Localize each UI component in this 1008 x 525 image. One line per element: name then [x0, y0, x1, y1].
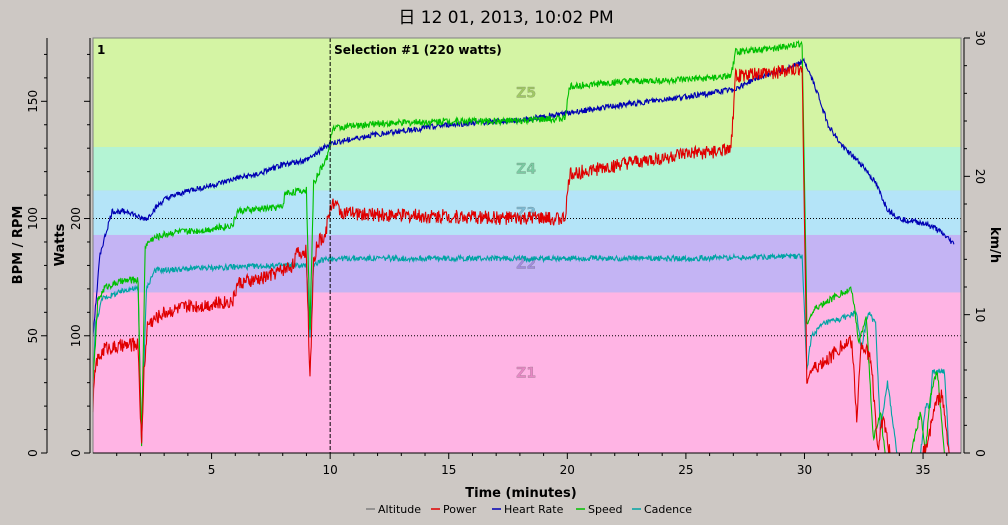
y-axis-title-bpm: BPM / RPM — [11, 206, 26, 285]
x-tick-label-20: 20 — [560, 463, 575, 477]
zone-label-z4: Z4 — [516, 162, 536, 178]
axes: 5 10 15 20 25 30 35 0 50 100 150 0 100 200 0 10 20 30 — [26, 30, 987, 477]
bpm-tick-label-50: 50 — [26, 328, 40, 343]
x-tick-label-30: 30 — [797, 463, 812, 477]
x-tick-label-10: 10 — [323, 463, 338, 477]
x-tick-label-5: 5 — [208, 463, 216, 477]
y-axis-title-kmh: km/h — [987, 227, 1002, 263]
legend-label-speed: Speed — [588, 503, 622, 516]
bpm-tick-label-150: 150 — [26, 90, 40, 113]
zone-band-z3 — [93, 190, 961, 235]
legend: Altitude Power Heart Rate Speed Cadence — [366, 503, 692, 516]
zone-label-z5: Z5 — [516, 86, 536, 102]
bpm-tick-label-0: 0 — [26, 449, 40, 457]
zone-band-z1 — [93, 292, 961, 453]
zone-label-z1: Z1 — [516, 366, 536, 382]
chart-title: 日 12 01, 2013, 10:02 PM — [398, 8, 613, 28]
x-axis-title: Time (minutes) — [465, 486, 576, 501]
legend-label-altitude: Altitude — [378, 503, 421, 516]
selection-label: Selection #1 (220 watts) — [334, 43, 502, 57]
reference-lines — [93, 218, 961, 337]
legend-label-heart-rate: Heart Rate — [504, 503, 564, 516]
series-line-heart-rate — [92, 57, 955, 337]
series-line-speed — [92, 39, 959, 454]
kmh-tick-label-20: 20 — [973, 169, 987, 184]
legend-label-power: Power — [443, 503, 477, 516]
legend-label-cadence: Cadence — [644, 503, 692, 516]
kmh-tick-label-30: 30 — [973, 30, 987, 45]
series-line-power — [92, 62, 959, 454]
x-tick-label-35: 35 — [915, 463, 930, 477]
zone-band-z4 — [93, 147, 961, 191]
kmh-tick-label-10: 10 — [973, 307, 987, 322]
kmh-tick-label-0: 0 — [973, 449, 987, 457]
series-lines — [92, 39, 959, 454]
bpm-tick-label-100: 100 — [26, 207, 40, 230]
watts-tick-label-0: 0 — [69, 449, 83, 457]
watts-tick-label-100: 100 — [69, 324, 83, 347]
watts-tick-label-200: 200 — [69, 207, 83, 230]
selection-number: 1 — [97, 43, 105, 57]
x-tick-label-25: 25 — [678, 463, 693, 477]
x-tick-label-15: 15 — [441, 463, 456, 477]
selection-marker: 1 Selection #1 (220 watts) — [97, 38, 502, 453]
series-line-cadence — [92, 252, 959, 454]
y-axis-title-watts: Watts — [53, 223, 68, 266]
zone-band-z2 — [93, 234, 961, 293]
